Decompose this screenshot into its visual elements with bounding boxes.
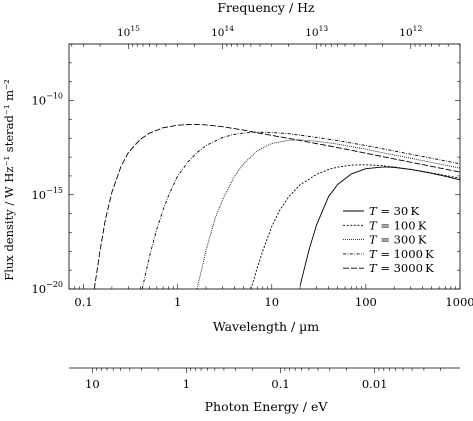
top-tick-label: 1015 <box>117 24 140 39</box>
series-line-3000k <box>93 123 461 290</box>
curve-layer <box>93 123 461 290</box>
legend-label-symbol: T <box>369 204 378 218</box>
series-line-1000k <box>141 131 461 290</box>
top-tick-label: 1013 <box>305 24 328 39</box>
series-line-100k <box>250 164 461 290</box>
energy-tick-label: 1 <box>183 377 190 391</box>
x-axis-title: Wavelength / µm <box>213 319 319 334</box>
x-tick-label: 100 <box>355 295 377 309</box>
y-axis-title: Flux density / W Hz⁻¹ sterad⁻¹ m⁻² <box>2 79 16 281</box>
legend-label-symbol: T <box>369 218 378 232</box>
legend-label-value: = 300 K <box>377 233 427 247</box>
y-tick-label: 10−10 <box>31 92 63 108</box>
energy-tick-label: 0.01 <box>362 377 388 391</box>
legend-label: T = 300 K <box>369 233 427 247</box>
y-tick-label: 10−20 <box>31 280 63 296</box>
plot-frame <box>68 43 461 290</box>
legend-label-symbol: T <box>369 261 378 275</box>
energy-tick-label: 0.1 <box>271 377 289 391</box>
legend-label: T = 3000 K <box>369 261 434 275</box>
top-axis-title: Frequency / Hz <box>217 0 315 15</box>
y-tick-label: 10−15 <box>31 186 63 202</box>
series-line-300k <box>196 139 461 290</box>
legend-label-value: = 3000 K <box>377 261 435 275</box>
top-tick-exponent: 15 <box>130 24 140 33</box>
top-tick-base: 10 <box>117 27 130 39</box>
legend-label-symbol: T <box>369 247 378 261</box>
top-tick-base: 10 <box>305 27 318 39</box>
legend: T = 30 KT = 100 KT = 300 KT = 1000 KT = … <box>343 204 434 275</box>
top-tick-label: 1014 <box>211 24 234 39</box>
x-tick-label: 0.1 <box>74 295 92 309</box>
y-tick-base: 10 <box>31 282 46 296</box>
legend-label-value: = 1000 K <box>377 247 435 261</box>
y-tick-exponent: −20 <box>46 280 63 289</box>
legend-label-value: = 30 K <box>377 204 420 218</box>
x-tick-label: 1000 <box>445 295 473 309</box>
top-tick-base: 10 <box>399 27 412 39</box>
top-tick-label: 1012 <box>399 24 422 39</box>
legend-label-symbol: T <box>369 233 378 247</box>
top-tick-exponent: 12 <box>413 24 423 33</box>
y-tick-exponent: −10 <box>46 92 63 101</box>
legend-label: T = 100 K <box>369 218 427 232</box>
energy-tick-label: 10 <box>85 377 100 391</box>
y-tick-exponent: −15 <box>46 186 63 195</box>
y-tick-base: 10 <box>31 94 46 108</box>
y-tick-base: 10 <box>31 188 46 202</box>
energy-axis-title: Photon Energy / eV <box>205 399 329 414</box>
top-tick-exponent: 14 <box>224 24 234 33</box>
top-tick-base: 10 <box>211 27 224 39</box>
x-tick-label: 10 <box>264 295 279 309</box>
legend-label: T = 1000 K <box>369 247 434 261</box>
legend-label: T = 30 K <box>369 204 420 218</box>
x-tick-label: 1 <box>174 295 181 309</box>
top-tick-exponent: 13 <box>319 24 329 33</box>
legend-label-value: = 100 K <box>377 218 427 232</box>
